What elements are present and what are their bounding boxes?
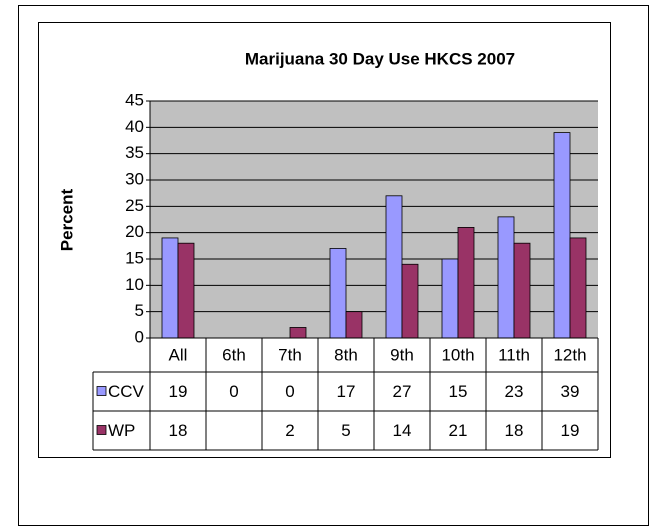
table-value: 27 xyxy=(393,382,412,401)
bar xyxy=(441,258,459,339)
bar xyxy=(553,132,571,339)
table-value: 15 xyxy=(449,382,468,401)
table-value: 21 xyxy=(449,421,468,440)
x-tick-label: 7th xyxy=(278,345,302,364)
table-value: 2 xyxy=(285,421,294,440)
bar xyxy=(497,216,515,339)
y-tick-label: 35 xyxy=(125,143,144,162)
table-value: 18 xyxy=(505,421,524,440)
bar xyxy=(345,311,363,339)
x-tick-label: 9th xyxy=(390,345,414,364)
y-tick-label: 15 xyxy=(125,248,144,267)
table-value: 18 xyxy=(169,421,188,440)
chart-title: Marijuana 30 Day Use HKCS 2007 xyxy=(245,49,515,68)
bar xyxy=(161,237,179,339)
bar xyxy=(513,242,531,339)
y-tick-label: 0 xyxy=(135,327,144,346)
table-value: 19 xyxy=(561,421,580,440)
legend-label: CCV xyxy=(108,382,145,401)
x-tick-label: All xyxy=(169,345,188,364)
x-tick-label: 6th xyxy=(222,345,246,364)
y-tick-label: 20 xyxy=(125,222,144,241)
y-axis-label: Percent xyxy=(57,188,76,251)
table-value: 0 xyxy=(285,382,294,401)
table-value: 14 xyxy=(393,421,412,440)
bar xyxy=(177,242,195,339)
legend-swatch xyxy=(96,425,107,435)
bar xyxy=(385,195,403,339)
y-tick-label: 5 xyxy=(135,301,144,320)
x-tick-label: 8th xyxy=(334,345,358,364)
legend-swatch xyxy=(96,386,107,396)
table-value: 17 xyxy=(337,382,356,401)
y-tick-label: 10 xyxy=(125,275,144,294)
x-tick-label: 10th xyxy=(441,345,474,364)
y-tick-label: 30 xyxy=(125,169,144,188)
table-value: 23 xyxy=(505,382,524,401)
table-value: 5 xyxy=(341,421,350,440)
bar xyxy=(289,327,307,339)
plot-area xyxy=(150,101,598,338)
y-tick-label: 40 xyxy=(125,117,144,136)
bar xyxy=(329,248,347,339)
legend-label: WP xyxy=(108,421,135,440)
bar xyxy=(457,226,475,339)
table-value: 19 xyxy=(169,382,188,401)
bar xyxy=(569,237,587,339)
x-tick-label: 11th xyxy=(498,345,530,364)
table-value: 0 xyxy=(229,382,238,401)
y-tick-label: 25 xyxy=(125,196,144,215)
table-value: 39 xyxy=(561,382,580,401)
y-tick-label: 45 xyxy=(125,90,144,109)
bar xyxy=(401,263,419,339)
x-tick-label: 12th xyxy=(553,345,586,364)
